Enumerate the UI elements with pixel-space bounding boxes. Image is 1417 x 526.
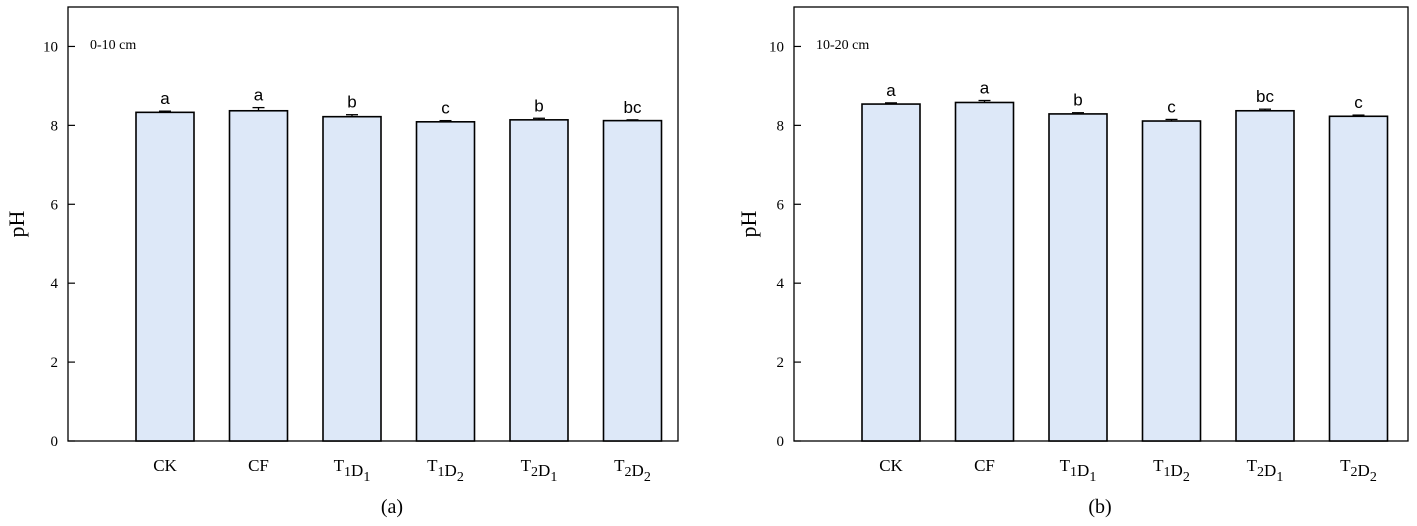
y-tick-label: 0 xyxy=(51,434,59,450)
category-label: T2D2 xyxy=(1340,456,1377,485)
panel-caption: (a) xyxy=(381,496,403,518)
bar xyxy=(322,115,382,442)
category-label: T1D2 xyxy=(427,456,464,485)
y-tick-label: 4 xyxy=(51,276,59,292)
significance-label: c xyxy=(1354,93,1363,112)
significance-label: a xyxy=(980,79,990,98)
y-axis-label: pH xyxy=(736,210,761,237)
y-tick-label: 2 xyxy=(777,355,785,371)
bar xyxy=(602,119,663,442)
significance-label: c xyxy=(441,99,450,118)
category-label: T1D2 xyxy=(1153,456,1190,485)
bar xyxy=(509,119,569,442)
category-label: CF xyxy=(974,456,995,475)
significance-label: bc xyxy=(624,98,642,117)
bar xyxy=(135,111,195,442)
significance-label: a xyxy=(886,81,896,100)
panel-a: 0 2 4 6 8 10 pH 0-10 cm a CK a CF b T1D1 c T1D2 b T2D1 bc T… xyxy=(4,6,679,518)
y-tick-label: 0 xyxy=(777,434,785,450)
bar xyxy=(1141,120,1202,442)
category-label: T2D2 xyxy=(614,456,651,485)
panel-title: 0-10 cm xyxy=(90,38,136,53)
significance-label: a xyxy=(254,86,264,105)
significance-label: b xyxy=(347,93,356,112)
y-tick-label: 10 xyxy=(769,39,784,55)
y-tick-label: 8 xyxy=(51,118,59,134)
y-tick-label: 2 xyxy=(51,355,59,371)
significance-label: b xyxy=(1073,91,1082,110)
bar xyxy=(1235,109,1295,442)
significance-label: bc xyxy=(1256,87,1274,106)
category-label: T2D1 xyxy=(521,456,558,485)
category-label: CK xyxy=(879,456,903,475)
bar xyxy=(415,121,476,442)
category-label: T1D1 xyxy=(334,456,371,485)
category-label: T2D1 xyxy=(1247,456,1284,485)
y-tick-label: 6 xyxy=(777,197,785,213)
panel-title: 10-20 cm xyxy=(816,38,869,53)
significance-label: c xyxy=(1167,97,1176,116)
panel-caption: (b) xyxy=(1088,496,1111,518)
category-label: CF xyxy=(248,456,269,475)
y-tick-label: 6 xyxy=(51,197,59,213)
y-tick-label: 4 xyxy=(777,276,785,292)
bar xyxy=(1328,115,1389,442)
bar xyxy=(954,101,1015,442)
bar xyxy=(1048,113,1108,442)
category-label: CK xyxy=(153,456,177,475)
bar xyxy=(861,103,921,442)
bar xyxy=(228,109,289,442)
y-axis-label: pH xyxy=(4,210,29,237)
significance-label: b xyxy=(534,96,543,115)
category-label: T1D1 xyxy=(1060,456,1097,485)
y-tick-label: 8 xyxy=(777,118,785,134)
y-tick-label: 10 xyxy=(43,39,58,55)
panel-b: 0 2 4 6 8 10 pH 10-20 cm a CK a CF b T1D1 c T1D2 bc T2D1 c… xyxy=(736,6,1409,518)
significance-label: a xyxy=(160,89,170,108)
